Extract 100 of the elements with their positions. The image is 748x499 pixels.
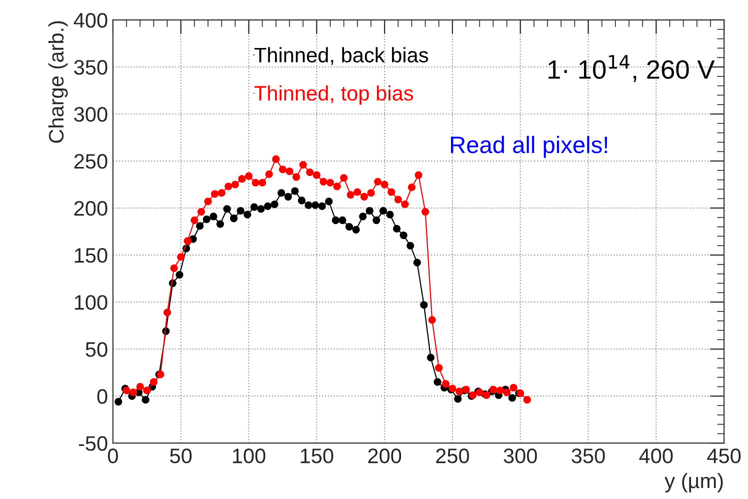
point	[286, 168, 294, 176]
point	[244, 210, 252, 218]
point	[244, 172, 253, 180]
point	[250, 203, 258, 211]
x-tick-label: 100	[232, 448, 266, 464]
point	[278, 189, 286, 197]
point	[223, 205, 231, 213]
x-tick-label: 150	[300, 448, 334, 464]
y-tick-label: -50	[78, 436, 108, 451]
point	[413, 258, 421, 266]
point	[408, 184, 416, 192]
point	[352, 226, 360, 234]
y-tick-label: 400	[74, 12, 108, 28]
point	[196, 222, 204, 230]
point	[379, 207, 388, 215]
point	[332, 216, 340, 224]
point	[306, 168, 314, 176]
point	[224, 182, 232, 190]
point	[442, 380, 450, 388]
point	[401, 200, 409, 208]
point	[508, 394, 516, 402]
point	[150, 378, 158, 386]
point	[386, 210, 394, 218]
point	[454, 395, 462, 403]
y-tick-label: 250	[74, 154, 108, 169]
x-tick-label: 450	[707, 448, 741, 464]
point	[163, 308, 172, 316]
point	[345, 223, 354, 231]
x-tick-label: 50	[170, 448, 192, 464]
point	[406, 242, 414, 250]
point	[238, 175, 246, 183]
point	[325, 198, 333, 206]
point	[218, 189, 226, 197]
x-tick-label: 300	[504, 448, 537, 464]
point	[304, 201, 312, 210]
point	[142, 396, 150, 404]
annotation: 1· 10$^{14}$, 260 V	[548, 55, 715, 82]
point	[216, 220, 224, 228]
point	[392, 224, 401, 233]
point	[394, 196, 402, 204]
point	[510, 384, 518, 392]
point	[502, 388, 511, 396]
point	[320, 178, 328, 186]
y-tick-label: 300	[74, 106, 108, 122]
point	[455, 388, 464, 396]
point	[311, 201, 320, 210]
point	[400, 231, 408, 240]
point	[210, 212, 218, 220]
point	[426, 354, 435, 362]
point	[190, 216, 198, 224]
point	[236, 207, 244, 215]
y-tick-label: 0	[97, 389, 108, 404]
point	[318, 202, 326, 210]
point	[367, 189, 375, 197]
point	[230, 214, 238, 222]
point	[338, 216, 346, 224]
point	[210, 190, 219, 198]
x-tick-label: 250	[436, 448, 470, 464]
point	[326, 178, 334, 186]
point	[414, 171, 422, 179]
point	[202, 215, 210, 224]
point	[204, 198, 212, 206]
point	[420, 301, 428, 309]
point	[270, 200, 278, 208]
y-tick-label: 100	[74, 295, 108, 310]
legend-label: Thinned, top bias	[254, 85, 413, 105]
point	[143, 386, 151, 394]
point	[374, 178, 382, 186]
legend-label: Thinned, back bias	[254, 47, 428, 65]
point	[354, 188, 362, 196]
point	[340, 174, 348, 182]
point	[177, 253, 185, 261]
point	[231, 180, 239, 188]
point	[366, 207, 374, 215]
point	[170, 264, 178, 272]
point	[284, 192, 292, 201]
point	[434, 378, 442, 386]
point	[346, 191, 354, 199]
point	[291, 187, 299, 195]
point	[136, 382, 144, 391]
point	[176, 270, 184, 279]
point	[298, 196, 306, 204]
point	[496, 386, 504, 394]
y-tick-label: 350	[74, 60, 108, 75]
point	[130, 388, 138, 396]
point	[184, 237, 192, 245]
point	[428, 316, 436, 324]
x-tick-label: 0	[108, 448, 118, 464]
point	[523, 396, 531, 404]
point	[258, 178, 266, 186]
point	[388, 188, 396, 196]
point	[265, 170, 273, 178]
point	[359, 212, 367, 220]
annotation: Read all pixels!	[451, 136, 608, 158]
point	[333, 182, 341, 190]
point	[299, 160, 307, 169]
point	[380, 180, 388, 188]
y-axis-title: Charge (arb.)	[48, 21, 68, 143]
point	[292, 173, 300, 181]
x-tick-label: 350	[572, 448, 605, 464]
